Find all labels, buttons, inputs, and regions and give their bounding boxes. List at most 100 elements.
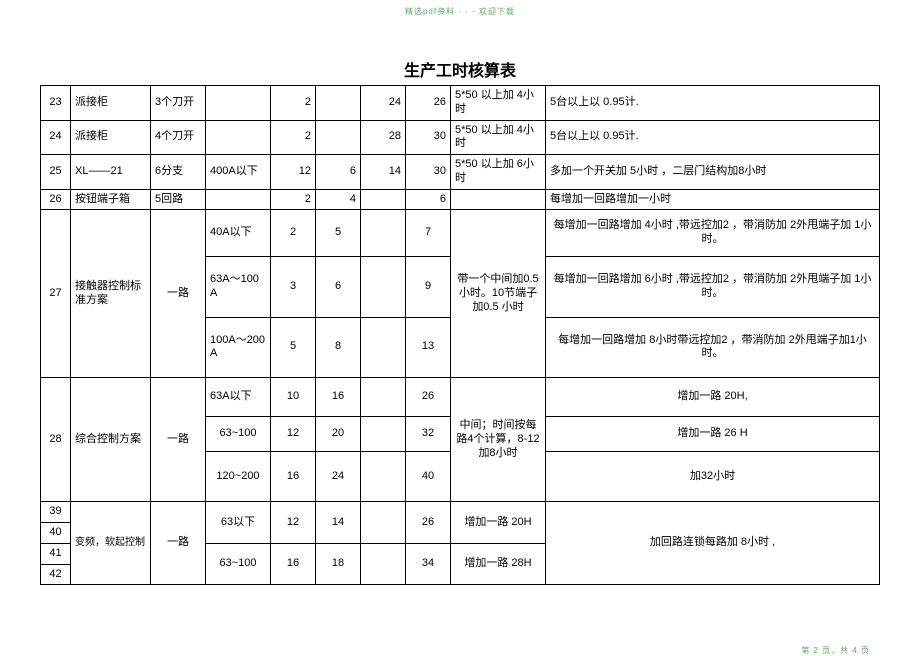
cell-idx: 27 xyxy=(41,210,71,378)
cell-spec2: 40A以下 xyxy=(206,210,271,257)
cell-cond: 增加一路 20H xyxy=(451,502,546,544)
cell-spec1: 一路 xyxy=(151,210,206,378)
table-row: 39 变频，软起控制 一路 63以下 12 14 26 增加一路 20H 加回路… xyxy=(41,502,880,523)
cell-idx: 39 xyxy=(41,502,71,523)
cell-cond xyxy=(451,189,546,210)
cell-name: 派接柜 xyxy=(71,86,151,121)
cell-n4: 30 xyxy=(406,120,451,155)
cell-n3: 28 xyxy=(361,120,406,155)
cell-name: XL——21 xyxy=(71,155,151,190)
cell-cond: 带一个中间加0.5 小时。10节端子加0.5 小时 xyxy=(451,210,546,378)
cell-n2: 5 xyxy=(316,210,361,257)
cell-n1: 12 xyxy=(271,155,316,190)
cell-spec2: 63~100 xyxy=(206,543,271,585)
cell-n1: 2 xyxy=(271,120,316,155)
table-row: 28 综合控制方案 一路 63A以下 10 16 26 中间；时间按每路4个计算… xyxy=(41,378,880,417)
cell-n4: 26 xyxy=(406,378,451,417)
cell-idx: 26 xyxy=(41,189,71,210)
cell-n3 xyxy=(361,502,406,544)
cell-n2 xyxy=(316,120,361,155)
cell-n3 xyxy=(361,317,406,378)
cell-note: 加32小时 xyxy=(546,451,880,502)
table-row: 23 派接柜 3个刀开 2 24 26 5*50 以上加 4小时 5台以上以 0… xyxy=(41,86,880,121)
table-row: 24 派接柜 4个刀开 2 28 30 5*50 以上加 4小时 5台以上以 0… xyxy=(41,120,880,155)
cell-n2 xyxy=(316,86,361,121)
cell-n2: 14 xyxy=(316,502,361,544)
cell-spec2: 400A以下 xyxy=(206,155,271,190)
cell-n4: 26 xyxy=(406,502,451,544)
cell-n3 xyxy=(361,378,406,417)
footer-note: 第 2 页，共 4 页 xyxy=(0,585,920,656)
cell-spec2 xyxy=(206,86,271,121)
cell-idx: 28 xyxy=(41,378,71,502)
cell-spec2 xyxy=(206,189,271,210)
cost-table: 23 派接柜 3个刀开 2 24 26 5*50 以上加 4小时 5台以上以 0… xyxy=(40,85,880,585)
cell-n3: 24 xyxy=(361,86,406,121)
cell-n4: 40 xyxy=(406,451,451,502)
cell-spec2: 63A～100A xyxy=(206,257,271,318)
cell-spec1: 5回路 xyxy=(151,189,206,210)
header-note: 精选pdf资料 - - - 欢迎下载 xyxy=(0,0,920,17)
cell-note: 每增加一回路增加 8小时带远控加2 ，带消防加 2外甩端子加1小时。 xyxy=(546,317,880,378)
cell-idx: 24 xyxy=(41,120,71,155)
cell-n3 xyxy=(361,543,406,585)
cell-note: 多加一个开关加 5小时 ，二层门结构加8小时 xyxy=(546,155,880,190)
cell-cond: 中间；时间按每路4个计算，8-12加8小时 xyxy=(451,378,546,502)
cell-note: 每增加一回路增加一小时 xyxy=(546,189,880,210)
cell-spec2: 63以下 xyxy=(206,502,271,544)
cell-n2: 16 xyxy=(316,378,361,417)
cell-n3 xyxy=(361,416,406,451)
cell-idx: 41 xyxy=(41,543,71,564)
cell-idx: 40 xyxy=(41,523,71,544)
cell-n4: 32 xyxy=(406,416,451,451)
cell-idx: 25 xyxy=(41,155,71,190)
cell-cond: 5*50 以上加 4小时 xyxy=(451,86,546,121)
cell-n4: 34 xyxy=(406,543,451,585)
cell-note: 加回路连锁每路加 8小时 , xyxy=(546,502,880,585)
cell-spec2: 63~100 xyxy=(206,416,271,451)
page-title: 生产工时核算表 xyxy=(0,57,920,81)
cell-cond: 增加一路 28H xyxy=(451,543,546,585)
cell-spec2: 63A以下 xyxy=(206,378,271,417)
table-container: 23 派接柜 3个刀开 2 24 26 5*50 以上加 4小时 5台以上以 0… xyxy=(0,85,920,585)
table-row: 25 XL——21 6分支 400A以下 12 6 14 30 5*50 以上加… xyxy=(41,155,880,190)
cell-idx: 42 xyxy=(41,564,71,585)
cell-n1: 2 xyxy=(271,210,316,257)
cell-n3 xyxy=(361,257,406,318)
cell-note: 每增加一回路增加 6小时 ,带远控加2 ，带消防加 2外甩端子加 1小时。 xyxy=(546,257,880,318)
cell-note: 5台以上以 0.95计. xyxy=(546,120,880,155)
cell-n4: 6 xyxy=(406,189,451,210)
cell-n2: 6 xyxy=(316,257,361,318)
cell-n4: 26 xyxy=(406,86,451,121)
cell-n1: 16 xyxy=(271,451,316,502)
cell-n3 xyxy=(361,189,406,210)
cell-note: 增加一路 20H, xyxy=(546,378,880,417)
cell-n4: 13 xyxy=(406,317,451,378)
cell-n1: 2 xyxy=(271,86,316,121)
cell-n1: 2 xyxy=(271,189,316,210)
cell-n2: 4 xyxy=(316,189,361,210)
cell-spec1: 6分支 xyxy=(151,155,206,190)
cell-name: 接触器控制标准方案 xyxy=(71,210,151,378)
cell-cond: 5*50 以上加 4小时 xyxy=(451,120,546,155)
cell-n2: 18 xyxy=(316,543,361,585)
cell-n2: 20 xyxy=(316,416,361,451)
cell-spec2: 120~200 xyxy=(206,451,271,502)
cell-n1: 16 xyxy=(271,543,316,585)
cell-n4: 30 xyxy=(406,155,451,190)
cell-name: 按钮端子箱 xyxy=(71,189,151,210)
table-row: 26 按钮端子箱 5回路 2 4 6 每增加一回路增加一小时 xyxy=(41,189,880,210)
cell-n3 xyxy=(361,451,406,502)
cell-n1: 3 xyxy=(271,257,316,318)
cell-name: 派接柜 xyxy=(71,120,151,155)
cell-note: 5台以上以 0.95计. xyxy=(546,86,880,121)
cell-n4: 9 xyxy=(406,257,451,318)
cell-spec2 xyxy=(206,120,271,155)
cell-n3: 14 xyxy=(361,155,406,190)
cell-spec1: 3个刀开 xyxy=(151,86,206,121)
cell-spec1: 一路 xyxy=(151,378,206,502)
table-row: 27 接触器控制标准方案 一路 40A以下 2 5 7 带一个中间加0.5 小时… xyxy=(41,210,880,257)
cell-n1: 10 xyxy=(271,378,316,417)
cell-n2: 24 xyxy=(316,451,361,502)
cell-n4: 7 xyxy=(406,210,451,257)
